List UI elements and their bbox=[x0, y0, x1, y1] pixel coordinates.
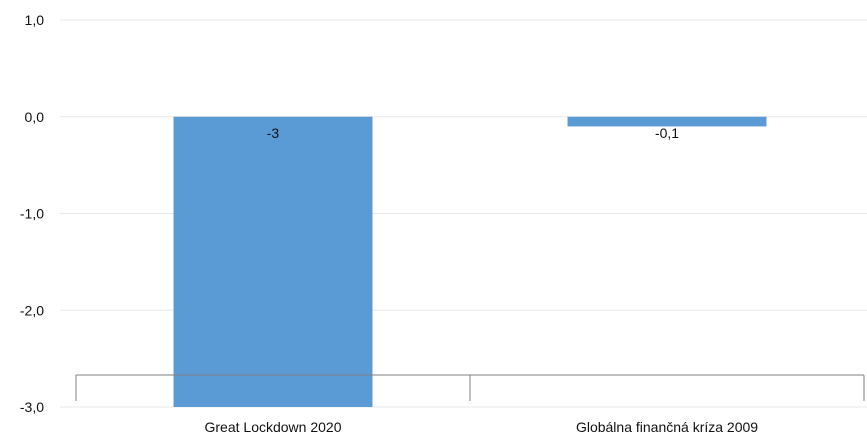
x-tick-label: Great Lockdown 2020 bbox=[205, 419, 342, 435]
x-tick-label: Globálna finančná kríza 2009 bbox=[576, 419, 758, 435]
y-tick-label: -2,0 bbox=[20, 302, 44, 318]
y-tick-label: -1,0 bbox=[20, 206, 44, 222]
bar bbox=[567, 116, 767, 127]
y-tick-label: 0,0 bbox=[25, 109, 45, 125]
x-axis bbox=[75, 374, 865, 401]
y-tick-label: 1,0 bbox=[25, 12, 45, 28]
y-axis-tick-labels: 1,0 0,0 -1,0 -2,0 -3,0 bbox=[20, 12, 44, 415]
y-tick-label: -3,0 bbox=[20, 399, 44, 415]
bars bbox=[173, 116, 767, 407]
data-label: -0,1 bbox=[655, 125, 679, 141]
data-label: -3 bbox=[267, 125, 280, 141]
bar bbox=[173, 116, 373, 407]
data-labels: -3 -0,1 bbox=[267, 125, 680, 141]
category-labels: Great Lockdown 2020 Globálna finančná krí… bbox=[205, 419, 759, 435]
